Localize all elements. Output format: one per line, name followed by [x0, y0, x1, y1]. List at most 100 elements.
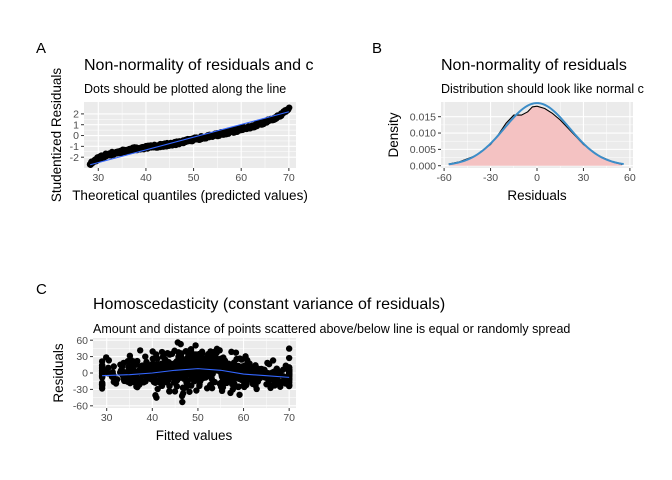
panel-c-point [143, 358, 150, 366]
panel-c-point [181, 384, 189, 391]
panel-c-point [267, 376, 275, 383]
panel-a: A Non-normality of residuals and c Dots … [36, 40, 313, 203]
panel-c-x-tick-label: 60 [238, 412, 250, 424]
panel-c-point [220, 370, 228, 377]
panel-a-y-tick-label: -2 [70, 152, 79, 164]
panel-b: B Non-normality of residuals Distributio… [372, 40, 644, 203]
panel-c-point [219, 384, 227, 391]
panel-c-point [136, 379, 143, 386]
panel-c-x-tick-label: 30 [101, 412, 113, 424]
panel-c-point [207, 348, 214, 356]
panel-c-point [126, 352, 134, 360]
panel-b-x-label: Residuals [507, 188, 567, 203]
panel-a-y-tick-label: 2 [73, 109, 79, 121]
panel-c-point [247, 365, 254, 372]
panel-c-subtitle: Amount and distance of points scattered … [93, 322, 570, 336]
panel-b-normal-curve [448, 102, 624, 166]
panel-c-point [285, 354, 293, 362]
panel-a-x-tick-label: 40 [140, 172, 152, 184]
panel-c-point [160, 374, 167, 382]
panel-c-points [98, 339, 293, 406]
panel-c-point [253, 385, 260, 393]
panel-c-y-tick-label: 60 [76, 335, 88, 347]
panel-c-y-label: Residuals [51, 343, 66, 403]
panel-b-subtitle: Distribution should look like normal c [441, 82, 644, 96]
panel-c-point [113, 376, 121, 383]
panel-c-point [133, 358, 141, 366]
panel-b-title: Non-normality of residuals [441, 57, 627, 74]
panel-c-point [267, 384, 274, 392]
panel-c-tag: C [36, 281, 47, 298]
panel-c-point [250, 370, 258, 378]
panel-c-point [179, 398, 186, 406]
panel-b-y-tick-label: 0.010 [410, 128, 436, 140]
panel-c-point [174, 339, 181, 346]
panel-c-point [142, 353, 149, 360]
panel-c-point [186, 364, 194, 372]
panel-c-point [153, 394, 160, 401]
panel-b-y-tick-label: 0.015 [410, 111, 436, 123]
panel-c-ticks: 30 40 50 60 70 -60 -30 0 30 60 [73, 335, 295, 424]
panel-c-x-tick-label: 70 [283, 412, 295, 424]
panel-c-point [98, 382, 106, 390]
panel-c-y-tick-label: -30 [73, 384, 88, 396]
panel-c-point [163, 364, 170, 371]
panel-a-point [285, 104, 293, 111]
panel-c-point [102, 354, 110, 361]
panel-b-y-tick-label: 0.005 [410, 144, 436, 156]
panel-b-x-tick-label: -60 [437, 172, 452, 184]
panel-c-point [216, 347, 223, 354]
panel-c-point [193, 387, 200, 394]
panel-a-x-tick-label: 70 [283, 172, 295, 184]
panel-c-point [179, 390, 187, 397]
panel-c-point [166, 388, 173, 395]
panel-c-point [110, 363, 117, 370]
panel-c-point [285, 382, 293, 389]
panel-c-y-tick-label: 30 [76, 351, 88, 363]
panel-c-y-tick-label: -60 [73, 400, 88, 412]
panel-c-point [242, 353, 249, 360]
panel-c-point [265, 370, 272, 377]
panel-b-tag: B [372, 40, 382, 57]
panel-c-title: Homoscedasticity (constant variance of r… [93, 296, 445, 313]
panel-c-point [285, 366, 293, 374]
panel-c-point [173, 383, 181, 390]
panel-a-y-tick-label: 0 [73, 130, 79, 142]
panel-c-point [173, 377, 181, 384]
panel-a-subtitle: Dots should be plotted along the line [84, 82, 286, 96]
panel-a-y-tick-label: -1 [70, 141, 79, 153]
panel-a-tag: A [36, 40, 46, 57]
panel-c-point [133, 383, 140, 390]
panel-c-point [143, 370, 150, 378]
panel-c-point [120, 375, 127, 383]
panel-b-density-fill [448, 106, 623, 166]
panel-c-point [193, 351, 200, 359]
panel-c-point [226, 375, 233, 382]
panel-c-point [124, 358, 131, 365]
panel-a-reference-line [90, 111, 289, 166]
panel-c-point [230, 364, 238, 371]
panel-c-point [228, 348, 235, 356]
panel-c-point [153, 368, 161, 375]
panel-c-point [236, 391, 243, 398]
panel-c-point [193, 370, 201, 377]
panel-c-point [188, 372, 196, 380]
panel-c-point [252, 362, 259, 369]
panel-c-point [208, 375, 215, 382]
panel-a-y-tick-label: 1 [73, 119, 79, 131]
panel-c-point [203, 385, 211, 392]
panel-c-x-tick-label: 50 [192, 412, 204, 424]
panel-c-point [209, 355, 217, 363]
panel-c-point [207, 381, 215, 388]
panel-c-point [233, 383, 240, 390]
panel-c-smooth-line [102, 368, 290, 378]
panel-c-point [199, 350, 206, 358]
panel-b-x-tick-label: 0 [534, 172, 540, 184]
panel-b-y-label: Density [386, 112, 401, 157]
panel-c-y-tick-label: 0 [82, 368, 88, 380]
panel-c-point [227, 389, 234, 397]
panel-c-point [250, 377, 257, 384]
panel-c-point [117, 361, 124, 368]
